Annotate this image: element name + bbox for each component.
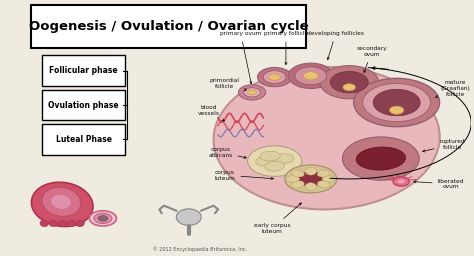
Circle shape <box>247 90 256 95</box>
Circle shape <box>393 177 410 186</box>
Text: Ovulation phase: Ovulation phase <box>48 101 119 110</box>
Text: Oogenesis / Ovulation / Ovarian cycle: Oogenesis / Ovulation / Ovarian cycle <box>28 20 308 33</box>
Text: early corpus
luteum: early corpus luteum <box>254 203 301 234</box>
Ellipse shape <box>255 156 275 166</box>
Ellipse shape <box>51 194 71 209</box>
Text: © 2012 Encyclopaedia Britannica, Inc.: © 2012 Encyclopaedia Britannica, Inc. <box>153 246 247 252</box>
Ellipse shape <box>286 176 300 182</box>
Ellipse shape <box>76 220 84 227</box>
Ellipse shape <box>273 154 294 163</box>
Ellipse shape <box>292 170 304 177</box>
Text: secondary
ovum: secondary ovum <box>356 46 387 72</box>
Circle shape <box>342 137 419 180</box>
Text: corpus
albicans: corpus albicans <box>208 147 246 158</box>
Text: Luteal Phase: Luteal Phase <box>55 135 112 144</box>
Ellipse shape <box>260 151 280 161</box>
Text: developing follicles: developing follicles <box>307 31 364 60</box>
Circle shape <box>264 71 286 83</box>
Ellipse shape <box>40 220 48 227</box>
Text: primordial
follicle: primordial follicle <box>210 78 246 90</box>
Circle shape <box>89 211 117 226</box>
Ellipse shape <box>317 181 330 188</box>
Text: blood
vessels: blood vessels <box>198 105 224 121</box>
Ellipse shape <box>297 172 324 186</box>
Ellipse shape <box>285 165 337 193</box>
FancyBboxPatch shape <box>31 5 306 48</box>
FancyBboxPatch shape <box>42 56 126 86</box>
Ellipse shape <box>305 183 317 190</box>
Ellipse shape <box>213 67 440 209</box>
Ellipse shape <box>322 176 336 182</box>
Text: Follicular phase: Follicular phase <box>49 66 118 75</box>
Circle shape <box>244 88 260 97</box>
Ellipse shape <box>317 170 330 177</box>
Circle shape <box>390 106 404 114</box>
Ellipse shape <box>67 220 75 227</box>
Circle shape <box>98 216 108 221</box>
Ellipse shape <box>58 220 66 227</box>
Ellipse shape <box>42 187 81 216</box>
Circle shape <box>288 63 333 89</box>
Circle shape <box>397 179 406 184</box>
Text: primary follicle: primary follicle <box>264 31 308 65</box>
Circle shape <box>373 89 420 116</box>
Text: liberated
ovum: liberated ovum <box>414 179 464 189</box>
Circle shape <box>363 83 430 122</box>
Circle shape <box>320 66 379 99</box>
Ellipse shape <box>49 220 57 227</box>
Ellipse shape <box>31 182 93 227</box>
Ellipse shape <box>305 167 317 175</box>
Circle shape <box>303 72 318 80</box>
Text: primary ovum: primary ovum <box>220 31 262 84</box>
Circle shape <box>257 67 292 87</box>
Text: mature
(Graafian)
follicle: mature (Graafian) follicle <box>435 80 470 98</box>
Ellipse shape <box>264 161 285 171</box>
Circle shape <box>269 74 281 80</box>
Ellipse shape <box>247 146 302 176</box>
Circle shape <box>354 78 439 127</box>
Ellipse shape <box>176 209 201 225</box>
Circle shape <box>295 67 327 85</box>
Circle shape <box>94 213 112 223</box>
Circle shape <box>238 85 265 100</box>
Circle shape <box>343 84 356 91</box>
FancyBboxPatch shape <box>42 90 126 120</box>
Ellipse shape <box>292 181 304 188</box>
Text: ruptured
follicle: ruptured follicle <box>423 139 465 152</box>
Text: corpus
luteum: corpus luteum <box>214 170 273 180</box>
Circle shape <box>330 71 368 93</box>
Ellipse shape <box>356 147 406 170</box>
FancyBboxPatch shape <box>42 124 126 155</box>
